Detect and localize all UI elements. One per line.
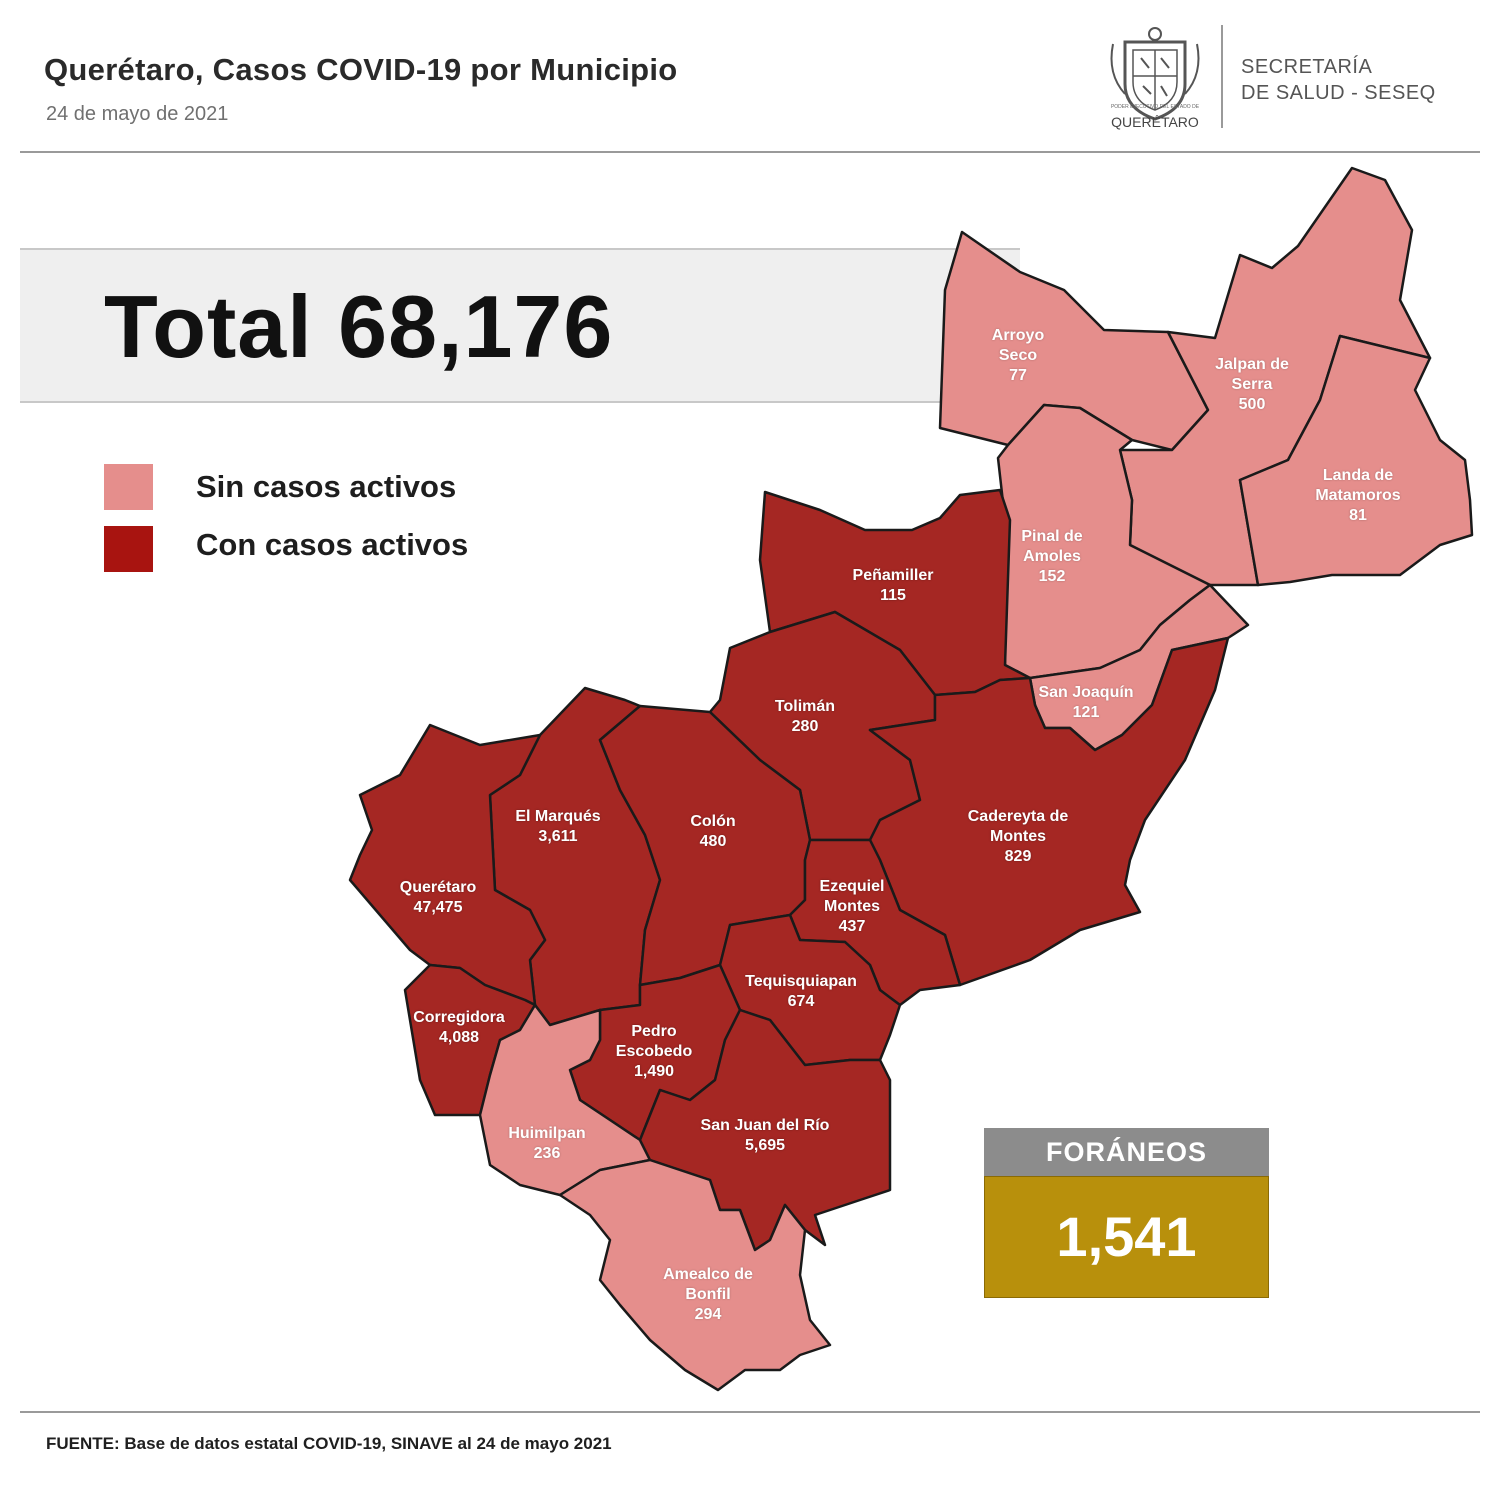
state-coat-of-arms-icon xyxy=(1110,27,1200,121)
label-el-marques: El Marqués 3,611 xyxy=(515,808,601,845)
label-pinal-de-amoles: Pinal de Amoles 152 xyxy=(1021,528,1083,585)
label-tequisquiapan: Tequisquiapan 674 xyxy=(745,973,857,1010)
legend-swatch-inactive xyxy=(104,464,153,510)
label-toliman: Tolimán 280 xyxy=(774,698,836,735)
label-pedro-escobedo: Pedro Escobedo 1,490 xyxy=(615,1023,693,1080)
label-huimilpan: Huimilpan 236 xyxy=(508,1125,586,1162)
footer-rule xyxy=(20,1411,1480,1413)
label-colon: Colón 480 xyxy=(690,813,736,850)
region-cadereyta-de-montes[interactable] xyxy=(868,636,1230,987)
label-queretaro: Querétaro 47,475 xyxy=(399,879,477,916)
legend-label-inactive: Sin casos activos xyxy=(196,469,457,504)
page-date: 24 de mayo de 2021 xyxy=(46,103,229,125)
label-corregidora: Corregidora 4,088 xyxy=(413,1009,505,1046)
foraneos-label: FORÁNEOS xyxy=(984,1128,1269,1176)
label-landa-de-matamoros: Landa de Matamoros 81 xyxy=(1315,467,1401,524)
total-cases: Total 68,176 xyxy=(104,277,614,376)
region-landa-de-matamoros[interactable] xyxy=(1238,334,1474,587)
label-san-juan-del-rio: San Juan del Río 5,695 xyxy=(700,1117,830,1154)
legend-swatch-active xyxy=(104,526,153,572)
label-jalpan-de-serra: Jalpan de Serra 500 xyxy=(1215,356,1289,413)
region-amealco-de-bonfil[interactable] xyxy=(558,1158,832,1392)
label-amealco-de-bonfil: Amealco de Bonfil 294 xyxy=(663,1266,753,1323)
label-san-joaquin: San Joaquín 121 xyxy=(1038,684,1134,721)
logo-text: QUERÉTARO xyxy=(1111,114,1199,130)
header-divider xyxy=(1221,25,1223,128)
logo-small-text: PODER EJECUTIVO DEL ESTADO DE xyxy=(1110,104,1200,110)
label-penamiller: Peñamiller 115 xyxy=(852,567,934,604)
department-name: SECRETARÍA DE SALUD - SESEQ xyxy=(1241,54,1436,106)
region-arroyo-seco[interactable] xyxy=(938,230,1210,452)
department-line-2: DE SALUD - SESEQ xyxy=(1241,82,1436,104)
foraneos-value: 1,541 xyxy=(984,1176,1269,1298)
department-line-1: SECRETARÍA xyxy=(1241,56,1373,78)
label-ezequiel-montes: Ezequiel Montes 437 xyxy=(819,878,885,935)
header-rule xyxy=(20,151,1480,153)
label-arroyo-seco: Arroyo Seco 77 xyxy=(991,327,1045,384)
label-cadereyta-de-montes: Cadereyta de Montes 829 xyxy=(967,808,1069,865)
page-title: Querétaro, Casos COVID-19 por Municipio xyxy=(44,52,678,87)
legend-label-active: Con casos activos xyxy=(196,527,469,562)
source-note: FUENTE: Base de datos estatal COVID-19, … xyxy=(46,1434,612,1453)
total-band xyxy=(20,248,1020,403)
